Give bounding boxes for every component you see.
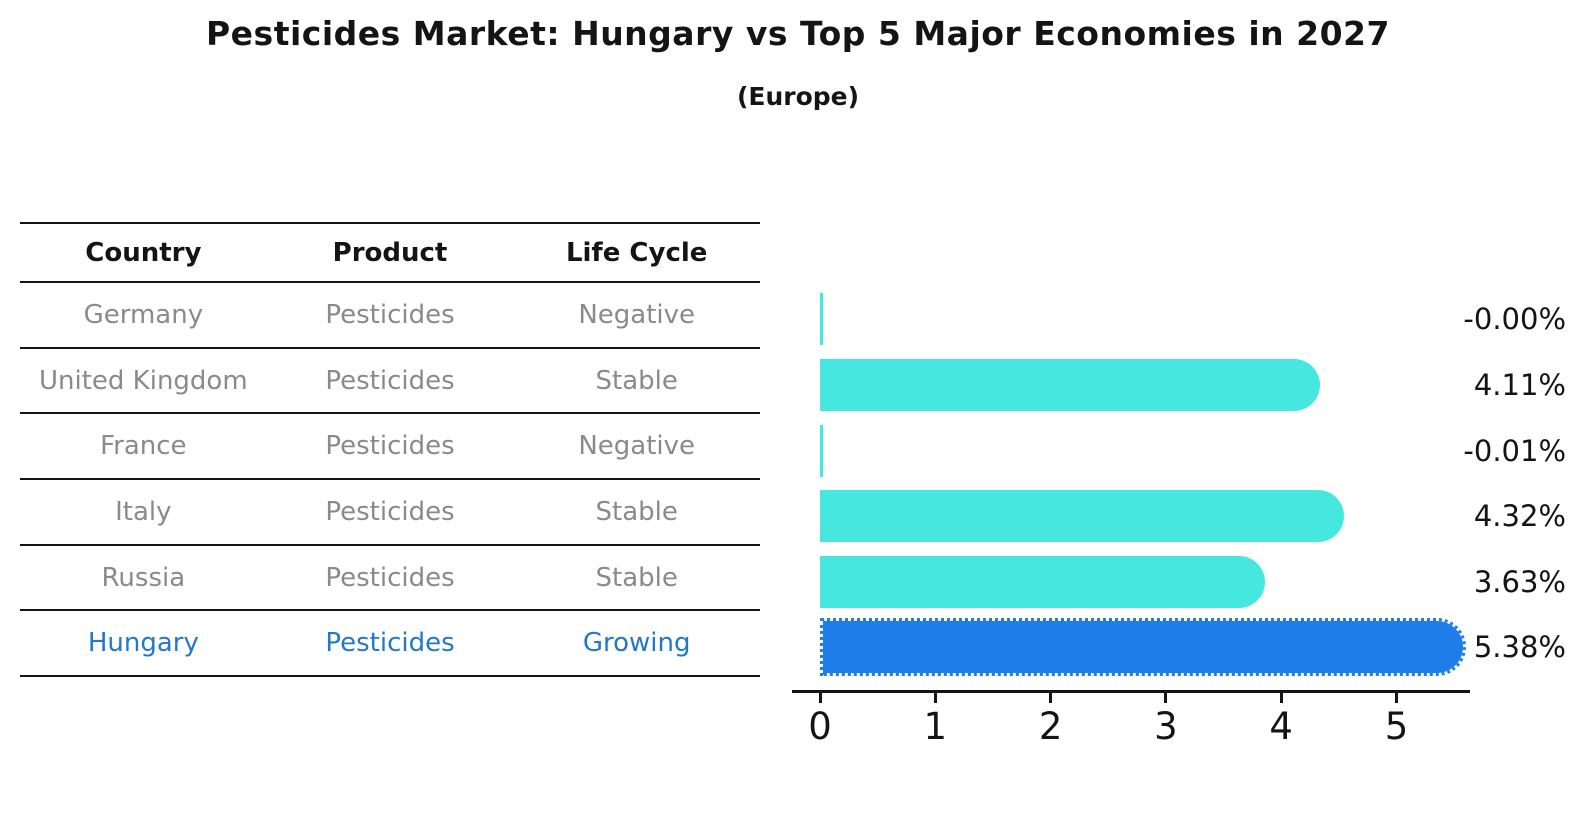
cell-country: Italy — [115, 496, 172, 527]
x-tick-label: 4 — [1269, 705, 1293, 748]
x-tick-label: 0 — [808, 705, 832, 748]
header-cell-product: Product — [332, 237, 448, 268]
cell-product: Pesticides — [325, 431, 455, 462]
header-cell-life-cycle: Life Cycle — [565, 237, 708, 268]
axis-tick — [1164, 693, 1168, 703]
bar-row — [792, 556, 1470, 608]
page-subtitle: (Europe) — [736, 82, 860, 111]
x-tick-label: 5 — [1384, 705, 1409, 748]
bar-value-label: 4.11% — [1473, 368, 1566, 402]
cell-product: Pesticides — [325, 365, 455, 396]
bar-value-label: 3.63% — [1473, 565, 1566, 599]
bar-france — [820, 425, 823, 477]
cell-life-cycle: Negative — [578, 431, 696, 462]
header-cell-country: Country — [85, 237, 202, 268]
bar-row — [792, 293, 1470, 345]
bar-germany — [820, 293, 823, 345]
table-row: Germany Pesticides Negative — [20, 283, 760, 349]
cell-country: Hungary — [87, 628, 199, 659]
cell-product: Pesticides — [325, 628, 455, 659]
cell-country: Russia — [101, 562, 186, 593]
cell-product: Pesticides — [325, 299, 455, 330]
bar-italy — [820, 490, 1345, 542]
table-header-row: Country Product Life Cycle — [20, 222, 760, 283]
x-tick-label: 1 — [923, 705, 948, 748]
cell-product: Pesticides — [325, 562, 455, 593]
cell-life-cycle: Negative — [578, 299, 696, 330]
cell-life-cycle: Growing — [582, 628, 691, 659]
x-tick-label: 2 — [1038, 705, 1063, 748]
bar-value-label: 4.32% — [1473, 499, 1566, 533]
cell-product: Pesticides — [325, 496, 455, 527]
axis-tick — [1049, 693, 1053, 703]
bar-value-label: -0.01% — [1463, 434, 1566, 468]
page-title: Pesticides Market: Hungary vs Top 5 Majo… — [205, 14, 1390, 53]
axis-tick — [933, 693, 937, 703]
bar-row — [792, 490, 1470, 542]
table-row-highlight: Hungary Pesticides Growing — [20, 611, 760, 678]
bar-value-label: -0.00% — [1463, 302, 1566, 336]
data-table: Country Product Life Cycle Germany Pesti… — [20, 222, 760, 678]
table-row: Italy Pesticides Stable — [20, 480, 760, 546]
cell-life-cycle: Stable — [595, 365, 678, 396]
cell-country: France — [100, 431, 187, 462]
bar-united-kingdom — [820, 359, 1320, 411]
bar-row — [792, 359, 1470, 411]
bar-hungary — [820, 618, 1467, 676]
bar-value-label: 5.38% — [1473, 630, 1566, 664]
axis-tick — [1279, 693, 1283, 703]
axis-tick — [818, 693, 822, 703]
cell-life-cycle: Stable — [595, 562, 678, 593]
cell-life-cycle: Stable — [595, 496, 678, 527]
bar-row — [792, 618, 1470, 676]
table-row: United Kingdom Pesticides Stable — [20, 349, 760, 415]
axis-tick — [1395, 693, 1398, 703]
x-tick-label: 3 — [1154, 705, 1178, 748]
cell-country: Germany — [83, 299, 204, 330]
bar-row — [792, 425, 1470, 477]
cell-country: United Kingdom — [38, 365, 248, 396]
table-row: France Pesticides Negative — [20, 414, 760, 481]
bar-russia — [820, 556, 1265, 608]
table-row: Russia Pesticides Stable — [20, 546, 760, 612]
bar-chart: -0.00% 4.11% -0.01% 4.32% 3.63% 5.38% 0 … — [792, 283, 1566, 748]
